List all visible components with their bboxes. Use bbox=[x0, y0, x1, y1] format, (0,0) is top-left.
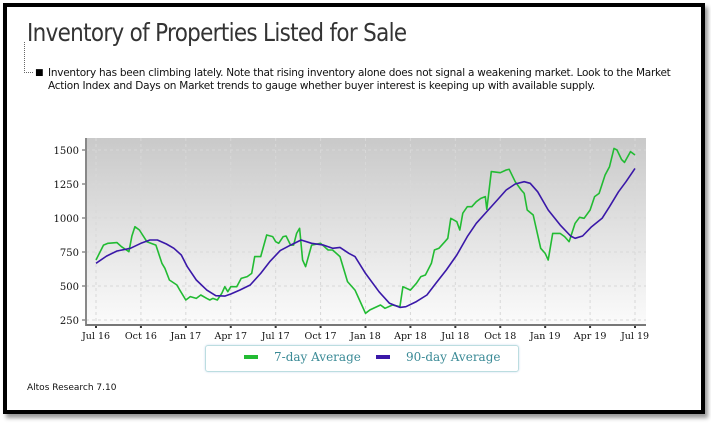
comment-connector bbox=[24, 42, 33, 73]
x-tick-label: Jul 19 bbox=[620, 331, 649, 342]
y-tick-label: 250 bbox=[60, 316, 79, 327]
x-tick-label: Oct 17 bbox=[305, 331, 337, 342]
series-7day-line bbox=[95, 147, 636, 315]
x-tick-label: Jul 16 bbox=[81, 331, 110, 342]
y-tick-label: 1000 bbox=[54, 214, 79, 225]
x-tick-label: Oct 18 bbox=[484, 331, 516, 342]
x-tick-label: Jan 17 bbox=[169, 331, 201, 342]
x-tick-label: Jul 18 bbox=[440, 331, 469, 342]
legend-item-7day: 7-day Average bbox=[244, 350, 361, 364]
series-90day-line bbox=[95, 167, 636, 309]
x-tick-label: Apr 17 bbox=[213, 331, 247, 342]
x-tick-label: Apr 18 bbox=[393, 331, 427, 342]
y-tick-label: 750 bbox=[60, 248, 79, 259]
y-tick-label: 1500 bbox=[54, 146, 79, 157]
y-tick-label: 500 bbox=[60, 282, 79, 293]
x-tick-label: Jan 18 bbox=[349, 331, 381, 342]
legend-item-90day: 90-day Average bbox=[376, 350, 501, 364]
bullet-icon: ■ bbox=[35, 68, 44, 78]
page-title: Inventory of Properties Listed for Sale bbox=[27, 18, 407, 47]
x-tick-label: Oct 16 bbox=[125, 331, 157, 342]
y-tick-label: 1250 bbox=[54, 180, 79, 191]
legend-label-7day: 7-day Average bbox=[274, 350, 361, 364]
legend-swatch-90day bbox=[376, 355, 390, 359]
legend: 7-day Average 90-day Average bbox=[205, 345, 519, 372]
x-tick-label: Apr 19 bbox=[573, 331, 607, 342]
legend-label-90day: 90-day Average bbox=[406, 350, 501, 364]
x-tick-label: Jan 19 bbox=[529, 331, 561, 342]
x-tick-label: Jul 17 bbox=[261, 331, 290, 342]
legend-swatch-7day bbox=[244, 355, 258, 359]
note-text: Inventory has been climbing lately. Note… bbox=[48, 67, 671, 92]
footer-source: Altos Research 7.10 bbox=[27, 383, 117, 393]
